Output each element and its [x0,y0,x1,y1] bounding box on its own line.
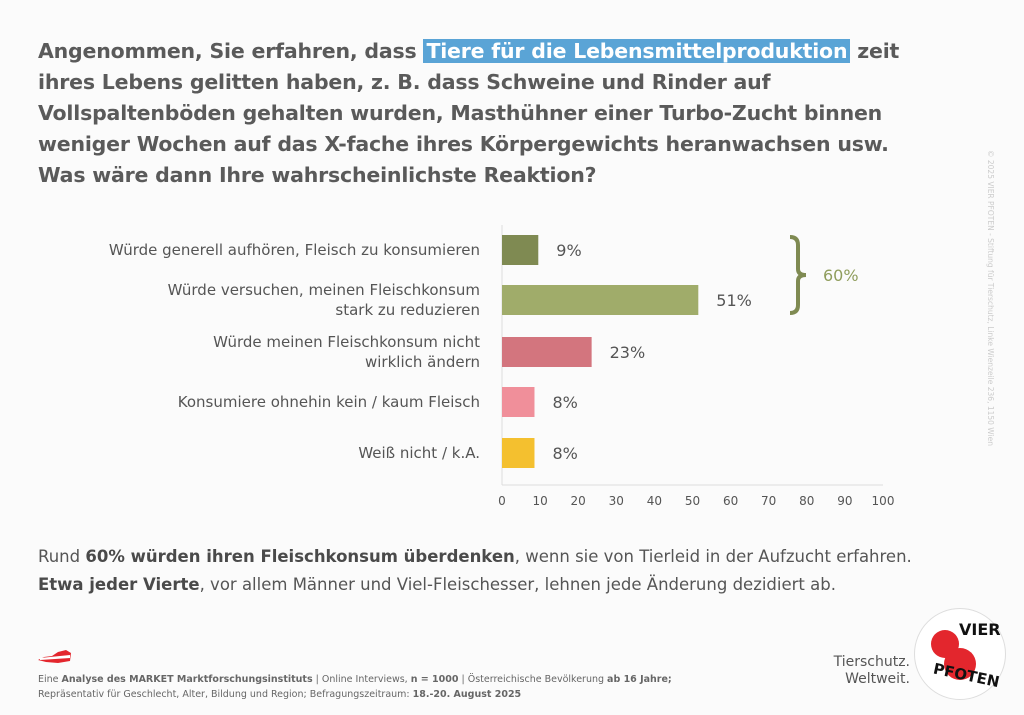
category-label: Weiß nicht / k.A. [358,444,480,462]
x-tick-label: 10 [532,494,547,508]
vier-pfoten-logo-icon: VIER PFOTEN [931,620,1001,691]
category-label: Konsumiere ohnehin kein / kaum Fleisch [177,393,480,411]
austria-flag-map-icon [38,650,71,663]
footer-source: Eine Analyse des MARKET Marktforschungsi… [38,674,672,700]
bar [502,387,535,417]
x-tick-label: 30 [609,494,624,508]
vier-pfoten-logo: VIER PFOTEN [914,608,1006,700]
data-label: 23% [610,343,646,362]
category-label: Würde versuchen, meinen Fleischkonsum sta… [167,281,480,319]
summary-text: Rund 60% würden ihren Fleischkonsum über… [38,547,912,594]
copyright-text: © 2025 VIER PFOTEN - Stiftung für Tiersc… [986,150,995,447]
question-highlight: Tiere für die Lebensmittelproduktion [423,39,851,63]
bar [502,438,535,468]
bar [502,285,699,315]
x-tick-label: 50 [685,494,700,508]
data-label: 51% [716,291,752,310]
x-tick-label: 0 [498,494,506,508]
bar [502,337,592,367]
category-label: Würde generell aufhören, Fleisch zu kons… [108,241,480,259]
x-tick-label: 80 [799,494,814,508]
x-tick-label: 70 [761,494,776,508]
question-text: Angenommen, Sie erfahren, dass Tiere für… [38,39,900,187]
x-tick-label: 90 [837,494,852,508]
bar [502,235,539,265]
data-label: 8% [552,393,577,412]
bar-chart: Würde generell aufhören, Fleisch zu kons… [0,220,1024,520]
chart-svg: 0 10 20 30 40 50 60 70 80 90 100 9% 51% 23% 8% 8% 60% [498,225,895,508]
data-label: 8% [552,444,577,463]
x-tick-label: 40 [647,494,662,508]
x-tick-label: 60 [723,494,738,508]
bracket-total-label: 60% [823,266,859,285]
bracket [789,235,807,315]
svg-text:VIER: VIER [959,620,1001,639]
category-label: Würde meinen Fleischkonsum nicht wirklich… [213,333,480,371]
tagline: Tierschutz. Weltweit. [833,654,910,687]
x-tick-label: 20 [571,494,586,508]
data-label: 9% [556,241,581,260]
x-tick-label: 100 [872,494,895,508]
